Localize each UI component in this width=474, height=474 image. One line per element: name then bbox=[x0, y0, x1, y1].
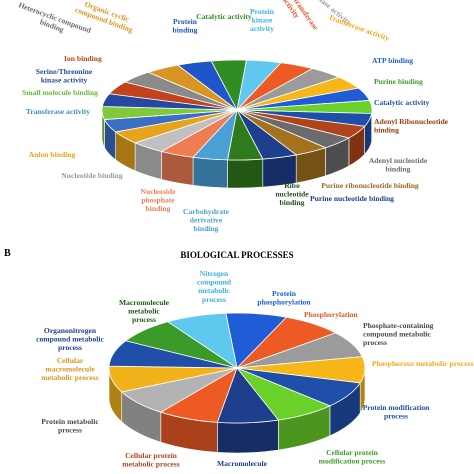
slice-label: Protein kinase activity bbox=[250, 7, 275, 33]
pie-slice-side bbox=[227, 158, 264, 189]
slice-label: Ion binding bbox=[64, 54, 102, 63]
chart-title: BIOLOGICAL PROCESSES bbox=[180, 250, 293, 260]
slice-label: Phosphorylation bbox=[304, 310, 358, 319]
slice-label: Protein modification process bbox=[363, 403, 430, 421]
pie-slice-side bbox=[192, 156, 228, 189]
slice-label: Adenyl Ribonucleotide binding bbox=[374, 117, 449, 135]
slice-label: Cellular protein modification process bbox=[319, 448, 386, 466]
slice-label: Cellular macromolecule metabolic process bbox=[41, 356, 98, 382]
slice-label: Adenyl nucleotide binding bbox=[369, 156, 428, 174]
slice-label: Small molecule binding bbox=[22, 88, 98, 97]
slice-label: Catalytic activity bbox=[196, 12, 252, 21]
slice-label: Transferase activity bbox=[26, 107, 90, 116]
slice-label: Ribo nucleotide binding bbox=[275, 181, 309, 207]
slice-label: ATP binding bbox=[372, 56, 413, 65]
pie-slice-side bbox=[217, 419, 279, 454]
slice-label: Serine/Threonine kinase activity bbox=[36, 67, 93, 85]
slice-label: Nitrogen compound metabolic process bbox=[197, 269, 232, 304]
slice-label: Nucleotide binding bbox=[61, 171, 123, 180]
slice-label: Protein binding bbox=[173, 17, 198, 35]
slice-label: Nucleoside phosphate binding bbox=[140, 187, 176, 213]
pie-slice bbox=[166, 312, 238, 369]
slice-label: Purine binding bbox=[374, 77, 423, 86]
slice-label: Phosphate-containing compound metabolic pr… bbox=[363, 321, 434, 347]
slice-label: Phosphorous metabolic process bbox=[372, 359, 473, 368]
panel-label: B bbox=[4, 248, 11, 259]
slice-label: Purine nucleotide binding bbox=[310, 194, 394, 203]
pie-chart-biological-processes: Protein phosphorylation Phosphorylation Pho… bbox=[36, 269, 473, 469]
slice-label: Catalytic activity bbox=[374, 98, 430, 107]
slice-label: Phosphotransferaseactivity bbox=[269, 0, 321, 37]
slice-label: Anion binding bbox=[29, 150, 76, 159]
pie-slice bbox=[210, 59, 247, 112]
slice-label: Macromolecule metabolic process bbox=[119, 298, 170, 324]
slice-label: Cellular protein metabolic process bbox=[122, 451, 179, 469]
slice-label: Carbohydrate derivative binding bbox=[183, 207, 230, 233]
slice-label: Protein metabolic process bbox=[41, 417, 99, 435]
slice-label: Organonitrogen compound metabolic process bbox=[36, 326, 104, 352]
slice-label: Purine ribonucleotide binding bbox=[321, 181, 419, 190]
slice-label: Protein phosphorylation bbox=[257, 289, 311, 307]
slice-label: Transferase activity bbox=[327, 12, 391, 42]
slice-label: Macromolecule bbox=[217, 459, 268, 468]
pie-chart-molecular-functions: Protein kinase activity Phosphotransferasea… bbox=[17, 0, 449, 233]
